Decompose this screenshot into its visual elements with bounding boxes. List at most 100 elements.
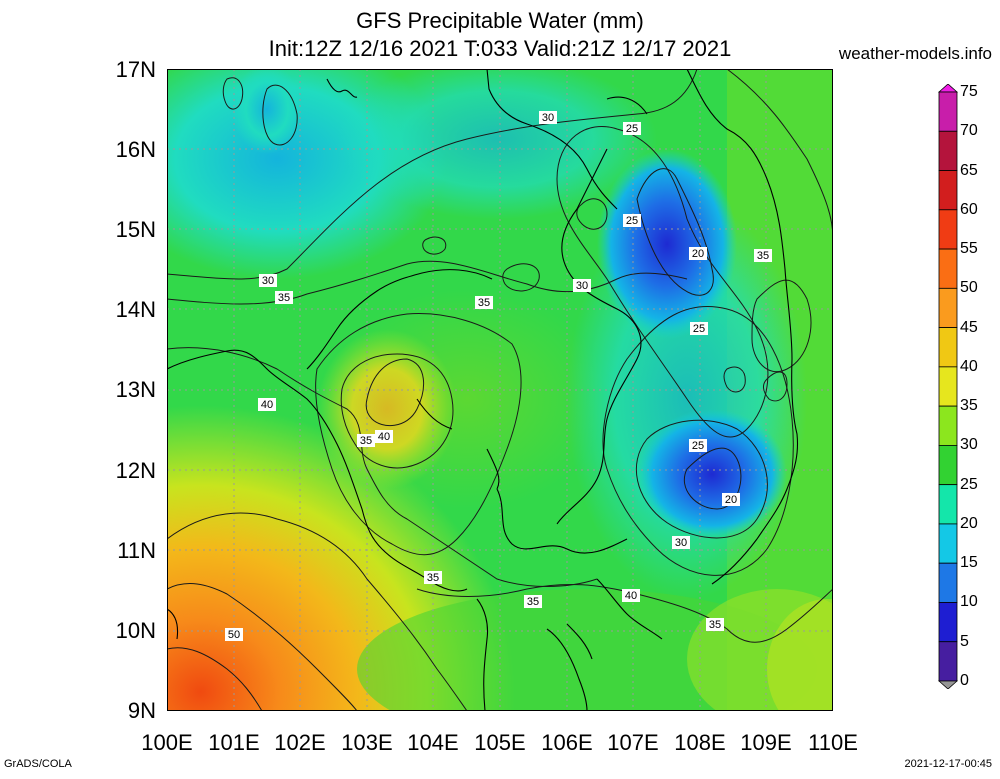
colorbar-label: 10 (960, 593, 978, 611)
lat-label: 12N (115, 458, 156, 483)
colorbar-cell (938, 444, 958, 486)
brand-label: weather-models.info (838, 44, 992, 63)
coastlines-borders (167, 69, 799, 711)
colorbar-label: 70 (960, 122, 978, 140)
lon-label: 106E (541, 730, 593, 755)
lat-label: 13N (115, 377, 156, 402)
colorbar-label: 20 (960, 514, 978, 532)
contour-label: 35 (706, 618, 724, 631)
contour-label: 40 (375, 430, 393, 443)
lon-label: 107E (607, 730, 659, 755)
contour-label: 20 (689, 247, 707, 260)
svg-text:30: 30 (262, 275, 274, 287)
svg-text:40: 40 (625, 590, 637, 602)
map-frame (167, 69, 833, 711)
svg-text:25: 25 (693, 323, 705, 335)
contour-label: 35 (475, 296, 493, 309)
colorbar-label: 50 (960, 279, 978, 297)
lon-label: 103E (341, 730, 393, 755)
lon-label: 104E (407, 730, 459, 755)
colorbar-label: 25 (960, 475, 978, 493)
lat-label: 16N (115, 137, 156, 162)
contour-label: 20 (722, 493, 740, 506)
lat-label: 10N (115, 618, 156, 643)
colorbar-cell (938, 248, 958, 289)
contour-label: 35 (424, 571, 442, 584)
svg-text:40: 40 (261, 399, 273, 411)
lat-label: 17N (115, 57, 156, 82)
lon-label: 100E (141, 730, 193, 755)
svg-text:35: 35 (427, 572, 439, 584)
contour-label: 35 (357, 434, 375, 447)
svg-text:35: 35 (478, 297, 490, 309)
svg-text:35: 35 (709, 619, 721, 631)
svg-text:30: 30 (542, 112, 554, 124)
colorbar-cell (938, 84, 958, 93)
colorbar-cell (938, 366, 958, 407)
colorbar-label: 55 (960, 240, 978, 258)
contour-label-group: 30 25 25 20 35 25 30 35 30 35 40 35 40 2… (225, 111, 772, 641)
footer-software: GrADS/COLA (4, 758, 72, 770)
svg-text:40: 40 (378, 431, 390, 443)
colorbar-cell (938, 327, 958, 368)
footer-timestamp: 2021-12-17-00:45 (904, 758, 992, 770)
svg-text:20: 20 (725, 494, 737, 506)
contour-label: 30 (259, 274, 277, 287)
contour-label: 35 (754, 249, 772, 262)
colorbar-label: 40 (960, 357, 978, 375)
colorbar-cell (938, 484, 958, 525)
lon-label: 109E (740, 730, 792, 755)
colorbar-cell (938, 91, 958, 132)
lon-label: 102E (274, 730, 326, 755)
contour-label: 25 (623, 122, 641, 135)
contour-label: 30 (573, 279, 591, 292)
map-subtitle: Init:12Z 12/16 2021 T:033 Valid:21Z 12/1… (268, 36, 732, 61)
lon-label: 105E (474, 730, 526, 755)
colorbar-cell (938, 602, 958, 643)
lat-label: 15N (115, 217, 156, 242)
colorbar-label: 15 (960, 554, 978, 572)
colorbar-cell (938, 523, 958, 564)
colorbar-cell (938, 641, 958, 682)
lat-label: 11N (117, 538, 156, 563)
svg-text:50: 50 (228, 629, 240, 641)
svg-text:25: 25 (692, 440, 704, 452)
svg-text:35: 35 (360, 435, 372, 447)
colorbar-cell (938, 170, 958, 211)
contour-label: 40 (622, 589, 640, 602)
svg-text:35: 35 (527, 596, 539, 608)
colorbar-cell (938, 680, 958, 689)
svg-text:30: 30 (576, 280, 588, 292)
contour-label: 25 (623, 214, 641, 227)
colorbar-cell (938, 209, 958, 250)
svg-text:25: 25 (626, 123, 638, 135)
svg-text:35: 35 (757, 250, 769, 262)
dry-area-north (597, 149, 737, 339)
colorbar-cell (938, 405, 958, 446)
colorbar-label: 65 (960, 161, 978, 179)
colorbar-label: 5 (960, 632, 969, 650)
dry-area-south (637, 409, 787, 539)
precipitable-water-map: 30 25 25 20 35 25 30 35 30 35 40 35 40 2… (167, 69, 833, 711)
contour-label: 40 (258, 398, 276, 411)
contour-label: 30 (539, 111, 557, 124)
colorbar-label: 30 (960, 436, 978, 454)
colorbar-cell (938, 130, 958, 171)
colorbar-label: 75 (960, 83, 978, 100)
lon-label: 101E (208, 730, 260, 755)
lat-label: 9N (127, 698, 156, 723)
svg-text:35: 35 (278, 292, 290, 304)
map-title: GFS Precipitable Water (mm) (356, 8, 644, 33)
contour-label: 30 (672, 536, 690, 549)
svg-text:30: 30 (675, 537, 687, 549)
contour-label: 25 (689, 439, 707, 452)
contour-label: 50 (225, 628, 243, 641)
graticule (167, 69, 833, 711)
contour-label: 25 (690, 322, 708, 335)
colorbar (938, 84, 958, 689)
contour-label: 35 (275, 291, 293, 304)
svg-text:25: 25 (626, 215, 638, 227)
colorbar-label: 60 (960, 200, 978, 218)
lon-label: 108E (674, 730, 726, 755)
colorbar-cell (938, 562, 958, 603)
